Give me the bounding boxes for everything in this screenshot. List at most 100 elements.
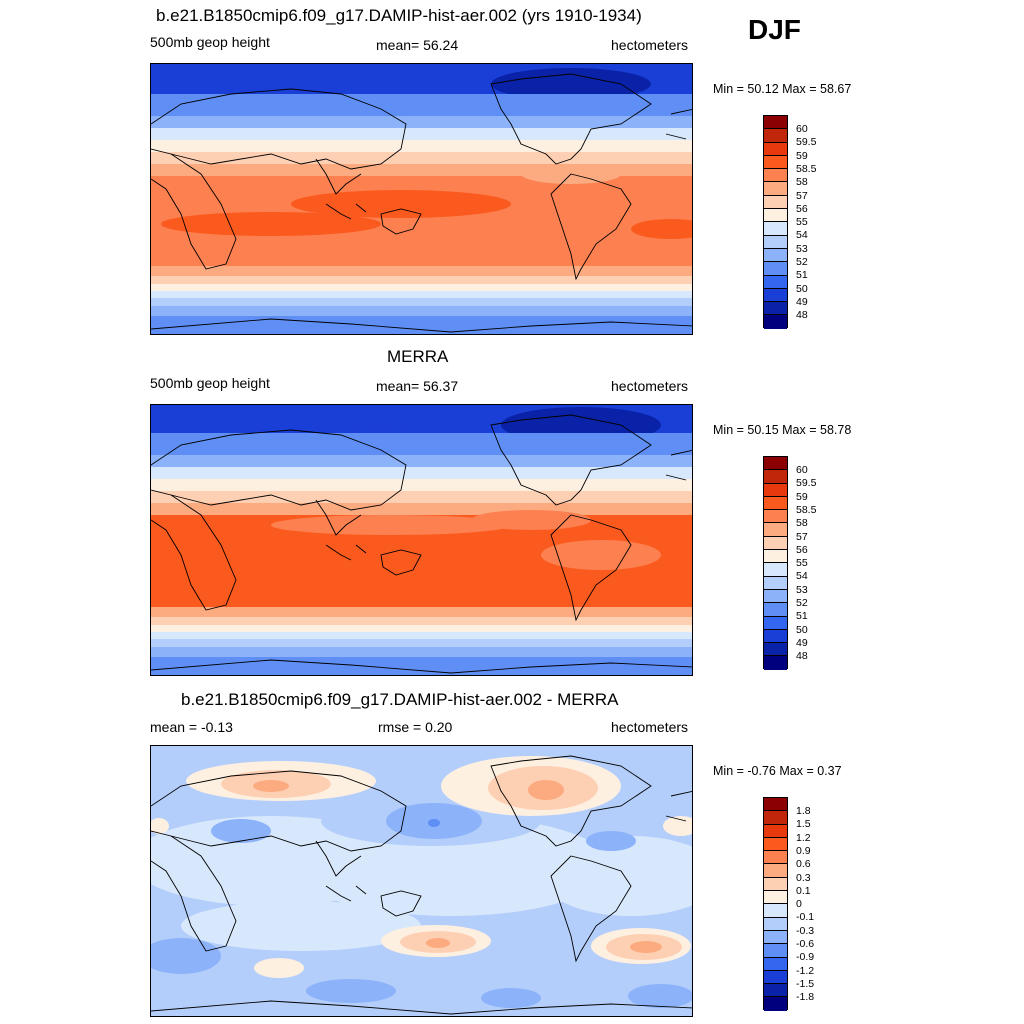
colorbar-tick-label: -0.9 [796, 951, 815, 964]
colorbar-tick-label: 59.5 [796, 136, 817, 149]
panel3-title: b.e21.B1850cmip6.f09_g17.DAMIP-hist-aer.… [181, 690, 619, 709]
panel1-colorbar-box [764, 275, 787, 289]
colorbar-tick-label: 55 [796, 216, 808, 229]
panel2-colorbar-box [764, 563, 787, 577]
panel1-title: b.e21.B1850cmip6.f09_g17.DAMIP-hist-aer.… [156, 6, 642, 25]
colorbar-tick-label: -0.1 [796, 911, 815, 924]
panel3-units-label: hectometers [611, 719, 689, 735]
panel2-colorbar-box [764, 483, 787, 497]
panel1-colorbar-box [764, 195, 787, 210]
panel3-colorbar-box [764, 957, 787, 971]
panel2-colorbar-box [764, 457, 787, 471]
panel3-colorbar-box [764, 970, 787, 985]
panel1-colorbar-box [764, 248, 787, 263]
panel2-colorbar-box [764, 616, 787, 630]
colorbar-tick-label: 60 [796, 464, 808, 476]
panel3-rmse-label: rmse = 0.20 [378, 719, 453, 735]
colorbar-tick-label: 1.5 [796, 818, 811, 831]
colorbar-tick-label: 49 [796, 295, 808, 308]
panel3-colorbar-box [764, 917, 787, 931]
colorbar-tick-label: 50 [796, 282, 808, 295]
panel1-colorbar-box [764, 235, 787, 249]
colorbar-tick-label: 59 [796, 149, 808, 162]
colorbar-tick-label: 58 [796, 176, 808, 189]
panel3-colorbar-box [764, 891, 787, 905]
colorbar-tick-label: 54 [796, 570, 808, 583]
panel3-colorbar-box [764, 851, 787, 865]
panel1-colorbar-box [764, 302, 787, 316]
panel2-title: MERRA [387, 347, 449, 366]
panel1-colorbar-box [764, 129, 787, 143]
panel3-colorbar-box [764, 877, 787, 892]
colorbar-tick-label: 53 [796, 583, 808, 596]
panel2-colorbar-box [764, 656, 787, 670]
colorbar-tick-label: 1.8 [796, 805, 811, 817]
panel3-colorbar-box [764, 811, 787, 825]
panel2-map [150, 404, 693, 676]
colorbar-tick-label: 0.6 [796, 858, 811, 871]
panel3-colorbar-box [764, 824, 787, 838]
season-label: DJF [748, 14, 801, 45]
panel2-units-label: hectometers [611, 378, 689, 394]
panel2-colorbar-box [764, 470, 787, 484]
panel2-colorbar-box [764, 550, 787, 564]
panel3-colorbar-box [764, 798, 787, 812]
colorbar-tick-label: 53 [796, 242, 808, 255]
colorbar-tick-label: 1.2 [796, 831, 811, 844]
panel2-variable-label: 500mb geop height [150, 375, 270, 391]
panel3-colorbar-box [764, 997, 787, 1011]
panel1-colorbar-box [764, 315, 787, 329]
panel3-mean-label: mean = -0.13 [150, 719, 233, 735]
panel3-colorbar-box [764, 837, 787, 852]
colorbar-tick-label: 54 [796, 229, 808, 242]
colorbar-tick-label: 0 [796, 898, 802, 911]
panel2-colorbar-box [764, 523, 787, 537]
colorbar-tick-label: 56 [796, 543, 808, 556]
colorbar-tick-label: 55 [796, 557, 808, 570]
colorbar-tick-label: 51 [796, 269, 808, 282]
panel2-colorbar-box [764, 643, 787, 657]
colorbar-tick-label: 56 [796, 202, 808, 215]
panel2-colorbar-box [764, 589, 787, 604]
panel1-map-svg [151, 64, 692, 334]
colorbar-tick-label: 57 [796, 189, 808, 202]
colorbar-tick-label: 48 [796, 309, 808, 322]
panel3-map [150, 745, 693, 1017]
panel1-map [150, 63, 693, 335]
colorbar-tick-label: 0.1 [796, 884, 811, 897]
panel3-colorbar-box [764, 944, 787, 958]
panel1-colorbar-box [764, 155, 787, 170]
panel1-colorbar-box [764, 142, 787, 156]
colorbar-tick-label: 58 [796, 517, 808, 530]
panel1-colorbar [763, 115, 788, 329]
panel1-colorbar-box [764, 262, 787, 276]
panel2-colorbar-box [764, 576, 787, 590]
colorbar-tick-label: 59 [796, 490, 808, 503]
panel2-colorbar-box [764, 496, 787, 511]
panel1-units-label: hectometers [611, 37, 689, 53]
panel3-colorbar-box [764, 930, 787, 945]
panel2-colorbar-box [764, 536, 787, 551]
panel3-colorbar [763, 797, 788, 1011]
colorbar-tick-label: 52 [796, 597, 808, 609]
panel2-map-svg [151, 405, 692, 675]
panel2-colorbar-box [764, 603, 787, 617]
colorbar-tick-label: -0.6 [796, 938, 815, 950]
colorbar-tick-label: -1.2 [796, 964, 815, 977]
colorbar-tick-label: 52 [796, 256, 808, 268]
colorbar-tick-label: -1.8 [796, 991, 815, 1004]
panel2-mean-label: mean= 56.37 [376, 378, 459, 394]
colorbar-tick-label: 48 [796, 650, 808, 663]
panel3-colorbar-box [764, 984, 787, 998]
panel1-colorbar-box [764, 222, 787, 236]
panel1-mean-label: mean= 56.24 [376, 37, 459, 53]
colorbar-tick-label: -1.5 [796, 977, 815, 990]
panel3-minmax-label: Min = -0.76 Max = 0.37 [713, 764, 842, 778]
panel1-variable-label: 500mb geop height [150, 34, 270, 50]
panel1-colorbar-box [764, 116, 787, 130]
colorbar-tick-label: 51 [796, 610, 808, 623]
colorbar-tick-label: -0.3 [796, 924, 815, 937]
panel3-map-svg [151, 746, 692, 1016]
panel1-colorbar-box [764, 209, 787, 223]
panel3-colorbar-box [764, 864, 787, 878]
